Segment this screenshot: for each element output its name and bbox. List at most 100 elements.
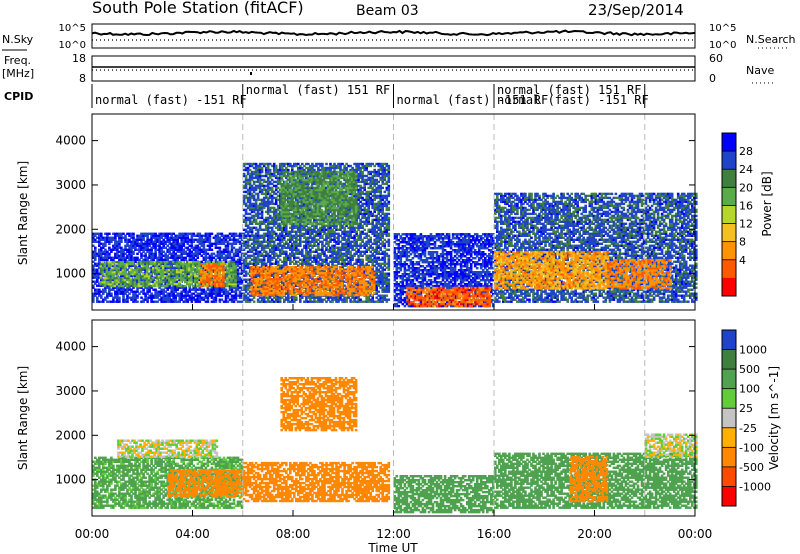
power-cell	[200, 250, 204, 253]
power-cell	[112, 232, 115, 235]
power-cell	[104, 252, 107, 255]
power-cell	[128, 250, 131, 253]
power-cell	[92, 280, 95, 283]
power-cell	[158, 272, 161, 275]
power-cell	[178, 272, 181, 275]
freq-tick-bottom: 8	[79, 72, 86, 85]
power-cell	[126, 296, 129, 299]
power-cell	[216, 250, 220, 253]
power-cell	[102, 242, 105, 245]
power-cell	[98, 276, 101, 279]
power-cell	[198, 286, 202, 289]
power-cell	[164, 280, 167, 283]
power-cell	[128, 252, 131, 255]
power-cell	[108, 236, 111, 239]
power-cell	[164, 276, 167, 279]
power-cell	[98, 248, 101, 251]
power-cell	[206, 286, 210, 289]
power-cell	[150, 256, 153, 259]
power-cell	[142, 246, 145, 249]
power-cell	[210, 260, 214, 263]
power-cell	[94, 288, 97, 291]
power-cell	[285, 250, 288, 253]
power-cell	[200, 260, 204, 263]
power-cell	[104, 268, 107, 271]
power-cell	[176, 236, 179, 239]
power-cell	[126, 248, 129, 251]
power-cell	[144, 268, 147, 271]
power-cell	[154, 292, 157, 295]
power-cell	[132, 292, 135, 295]
power-cell	[144, 292, 147, 295]
power-cell	[206, 296, 210, 299]
power-cell	[190, 254, 194, 257]
power-cell	[186, 272, 190, 275]
power-cell	[124, 288, 127, 291]
power-cell	[172, 300, 175, 303]
power-cell	[200, 296, 204, 299]
power-cell	[120, 290, 123, 293]
power-cell	[182, 288, 186, 291]
power-cell	[208, 234, 212, 237]
power-cell	[100, 248, 103, 251]
power-cell	[154, 290, 157, 293]
power-cell	[192, 254, 196, 257]
power-cell	[168, 248, 171, 251]
power-cell	[112, 258, 115, 261]
power-cell	[154, 256, 157, 259]
power-cell	[129, 277, 133, 280]
power-cell	[136, 286, 139, 289]
power-cell	[226, 252, 230, 255]
power-cell	[180, 232, 183, 235]
power-cell	[134, 296, 137, 299]
power-cell	[114, 286, 117, 289]
nsky-tick-bottom-left: 10^0	[59, 40, 86, 51]
power-cell	[130, 296, 133, 299]
power-cell	[196, 300, 200, 303]
power-cell	[160, 242, 163, 245]
power-cell	[170, 254, 173, 257]
power-cell	[176, 242, 179, 245]
power-cell	[98, 256, 101, 259]
power-cell	[132, 278, 135, 281]
power-cell	[136, 244, 139, 247]
power-cell	[120, 274, 123, 277]
power-cell	[210, 296, 214, 299]
power-cell	[144, 244, 147, 247]
power-cell	[160, 248, 163, 251]
power-cell	[176, 244, 179, 247]
cpid-segment-label: normal (fast) -151 RF	[95, 93, 247, 107]
power-cell	[214, 236, 218, 239]
power-cell	[118, 240, 121, 243]
power-cell	[156, 292, 159, 295]
power-cell	[170, 288, 173, 291]
power-cell	[116, 284, 119, 287]
power-cell	[190, 232, 194, 235]
power-cell	[174, 284, 177, 287]
power-cell	[156, 256, 159, 259]
power-cell	[188, 244, 192, 247]
power-cell	[168, 298, 171, 301]
power-cell	[226, 290, 230, 293]
power-cell	[218, 236, 222, 239]
power-cell	[106, 240, 109, 243]
power-cell	[162, 300, 165, 303]
power-cell	[144, 298, 147, 301]
power-cell	[192, 288, 196, 291]
power-cell	[104, 248, 107, 251]
date-label: 23/Sep/2014	[588, 1, 684, 19]
power-cell	[190, 258, 194, 261]
power-cell	[184, 232, 188, 235]
power-cell	[186, 232, 190, 235]
power-cell	[162, 278, 165, 281]
power-cell	[102, 246, 105, 249]
power-cell	[202, 288, 206, 291]
power-cell	[92, 236, 95, 239]
power-cell	[114, 290, 117, 293]
power-cell	[108, 284, 111, 287]
power-cell	[214, 290, 218, 293]
power-cell	[102, 300, 105, 303]
power-cell	[268, 168, 272, 172]
power-cell	[204, 248, 208, 251]
